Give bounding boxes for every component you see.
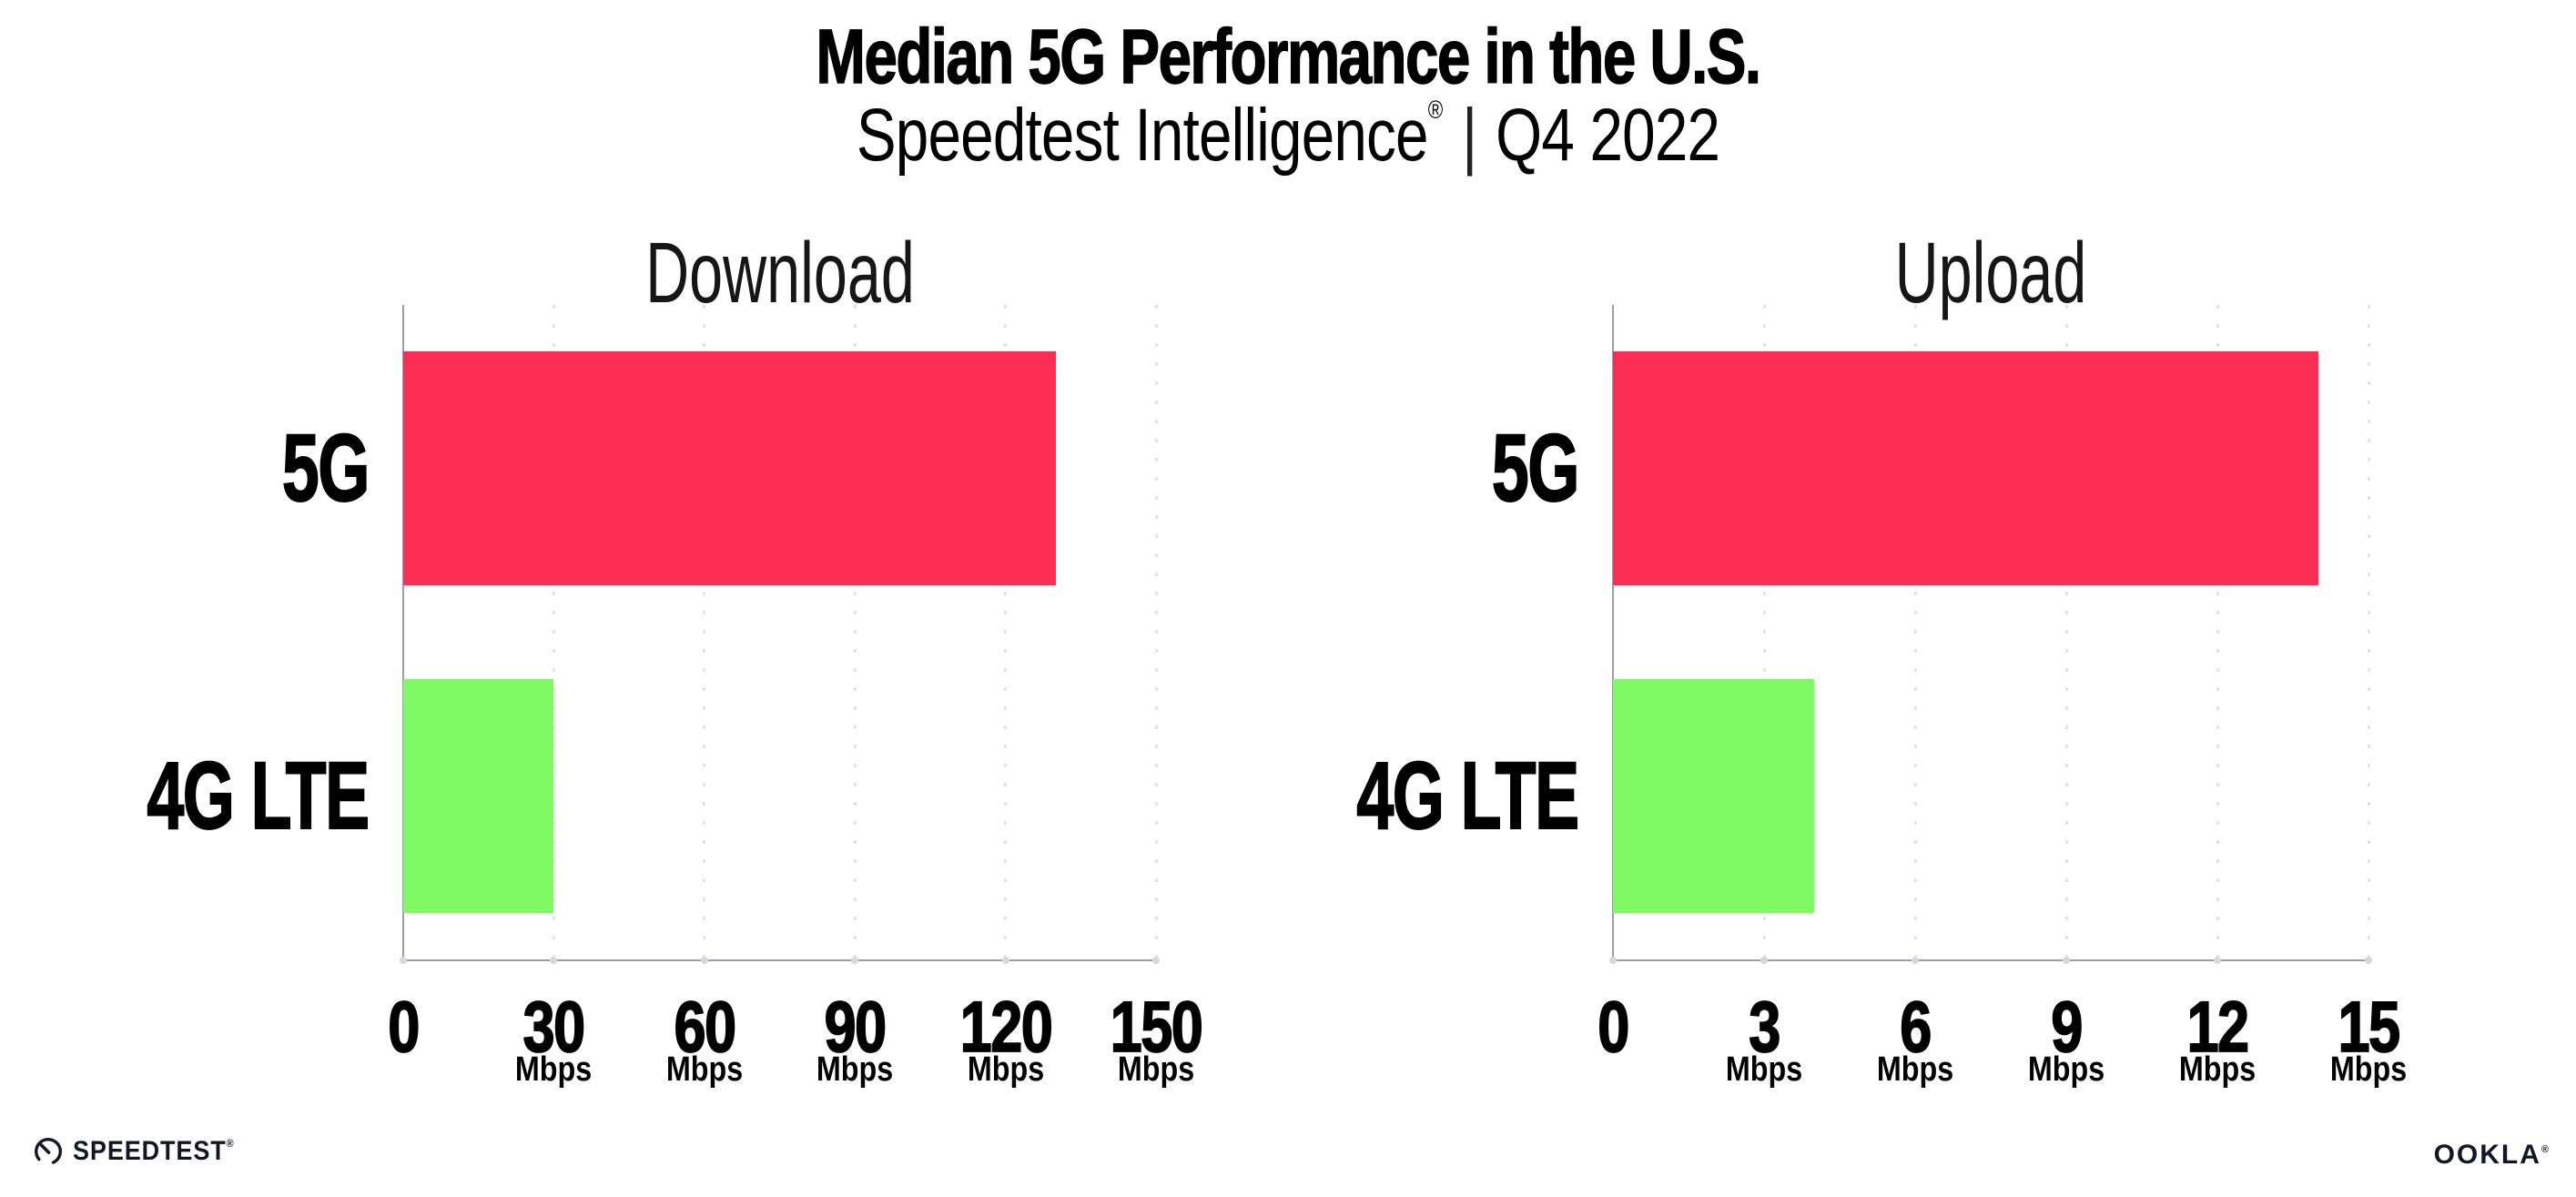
bar-5g bbox=[1613, 351, 2318, 585]
tick-dot-0 bbox=[1609, 957, 1617, 964]
x-tick-label-90: 90 bbox=[824, 985, 887, 1068]
y-axis bbox=[402, 305, 404, 959]
x-tick-unit-30: Mbps bbox=[515, 1050, 593, 1089]
speedtest-logo-text: SPEEDTEST® bbox=[73, 1136, 234, 1166]
ookla-registered-mark: ® bbox=[2541, 1144, 2549, 1155]
speedtest-registered-mark: ® bbox=[226, 1137, 234, 1150]
x-axis bbox=[402, 959, 1157, 961]
x-tick-label-0: 0 bbox=[1597, 985, 1631, 1068]
chart-title-download: Download bbox=[644, 225, 915, 321]
tick-dot-60 bbox=[700, 957, 708, 964]
gridline-3 bbox=[1762, 305, 1766, 959]
row-label-5g: 5G bbox=[1491, 414, 1580, 522]
subtitle-brand: Speedtest Intelligence bbox=[856, 94, 1429, 177]
x-tick-unit-9: Mbps bbox=[2027, 1050, 2105, 1089]
x-tick-unit-120: Mbps bbox=[967, 1050, 1044, 1089]
bar-4g-lte bbox=[403, 679, 554, 913]
tick-dot-3 bbox=[1760, 957, 1768, 964]
row-label-4g-lte: 4G LTE bbox=[147, 742, 370, 850]
tick-dot-12 bbox=[2214, 957, 2221, 964]
tick-dot-15 bbox=[2365, 957, 2372, 964]
speedtest-gauge-icon bbox=[33, 1136, 64, 1167]
x-tick-label-120: 120 bbox=[959, 985, 1054, 1068]
chart-title-upload: Upload bbox=[1894, 225, 2087, 321]
x-tick-unit-60: Mbps bbox=[665, 1050, 743, 1089]
x-tick-label-60: 60 bbox=[674, 985, 737, 1068]
x-tick-unit-6: Mbps bbox=[1876, 1050, 1954, 1089]
x-tick-unit-150: Mbps bbox=[1117, 1050, 1195, 1089]
page-subtitle: Speedtest Intelligence® | Q4 2022 bbox=[258, 93, 2318, 178]
tick-dot-9 bbox=[2063, 957, 2070, 964]
row-label-5g: 5G bbox=[281, 414, 370, 522]
tick-dot-120 bbox=[1001, 957, 1009, 964]
registered-mark: ® bbox=[1427, 96, 1444, 124]
tick-dot-150 bbox=[1152, 957, 1160, 964]
x-tick-label-15: 15 bbox=[2338, 985, 2401, 1068]
gridline-150 bbox=[1154, 305, 1158, 959]
subtitle-period: Q4 2022 bbox=[1496, 94, 1720, 177]
subtitle-separator: | bbox=[1462, 94, 1477, 177]
speedtest-logo: SPEEDTEST® bbox=[33, 1136, 251, 1167]
row-label-4g-lte: 4G LTE bbox=[1356, 742, 1580, 850]
x-tick-unit-15: Mbps bbox=[2329, 1050, 2408, 1089]
ookla-logo: OOKLA® bbox=[2434, 1140, 2549, 1171]
x-tick-label-9: 9 bbox=[2051, 985, 2084, 1068]
gridline-60 bbox=[703, 305, 706, 959]
tick-dot-0 bbox=[400, 957, 407, 964]
page-title: Median 5G Performance in the U.S. bbox=[816, 13, 1762, 100]
gridline-90 bbox=[853, 305, 857, 959]
x-tick-unit-12: Mbps bbox=[2178, 1050, 2257, 1089]
x-tick-label-30: 30 bbox=[522, 985, 586, 1068]
x-tick-label-0: 0 bbox=[388, 985, 421, 1068]
gridline-15 bbox=[2367, 305, 2370, 959]
bar-5g bbox=[403, 351, 1056, 585]
gridline-12 bbox=[2216, 305, 2219, 959]
bar-4g-lte bbox=[1613, 679, 1815, 913]
x-tick-unit-90: Mbps bbox=[816, 1050, 894, 1089]
gridline-9 bbox=[2064, 305, 2068, 959]
x-tick-label-150: 150 bbox=[1110, 985, 1204, 1068]
tick-dot-6 bbox=[1912, 957, 1919, 964]
x-axis bbox=[1612, 959, 2369, 961]
tick-dot-90 bbox=[851, 957, 859, 964]
x-tick-label-12: 12 bbox=[2186, 985, 2250, 1068]
tick-dot-30 bbox=[550, 957, 558, 964]
gridline-6 bbox=[1913, 305, 1917, 959]
x-tick-unit-3: Mbps bbox=[1725, 1050, 1803, 1089]
ookla-logo-text: OOKLA® bbox=[2433, 1140, 2549, 1170]
x-tick-label-3: 3 bbox=[1749, 985, 1782, 1068]
y-axis bbox=[1612, 305, 1614, 959]
x-tick-label-6: 6 bbox=[1900, 985, 1933, 1068]
gridline-120 bbox=[1004, 305, 1008, 959]
gridline-30 bbox=[552, 305, 555, 959]
